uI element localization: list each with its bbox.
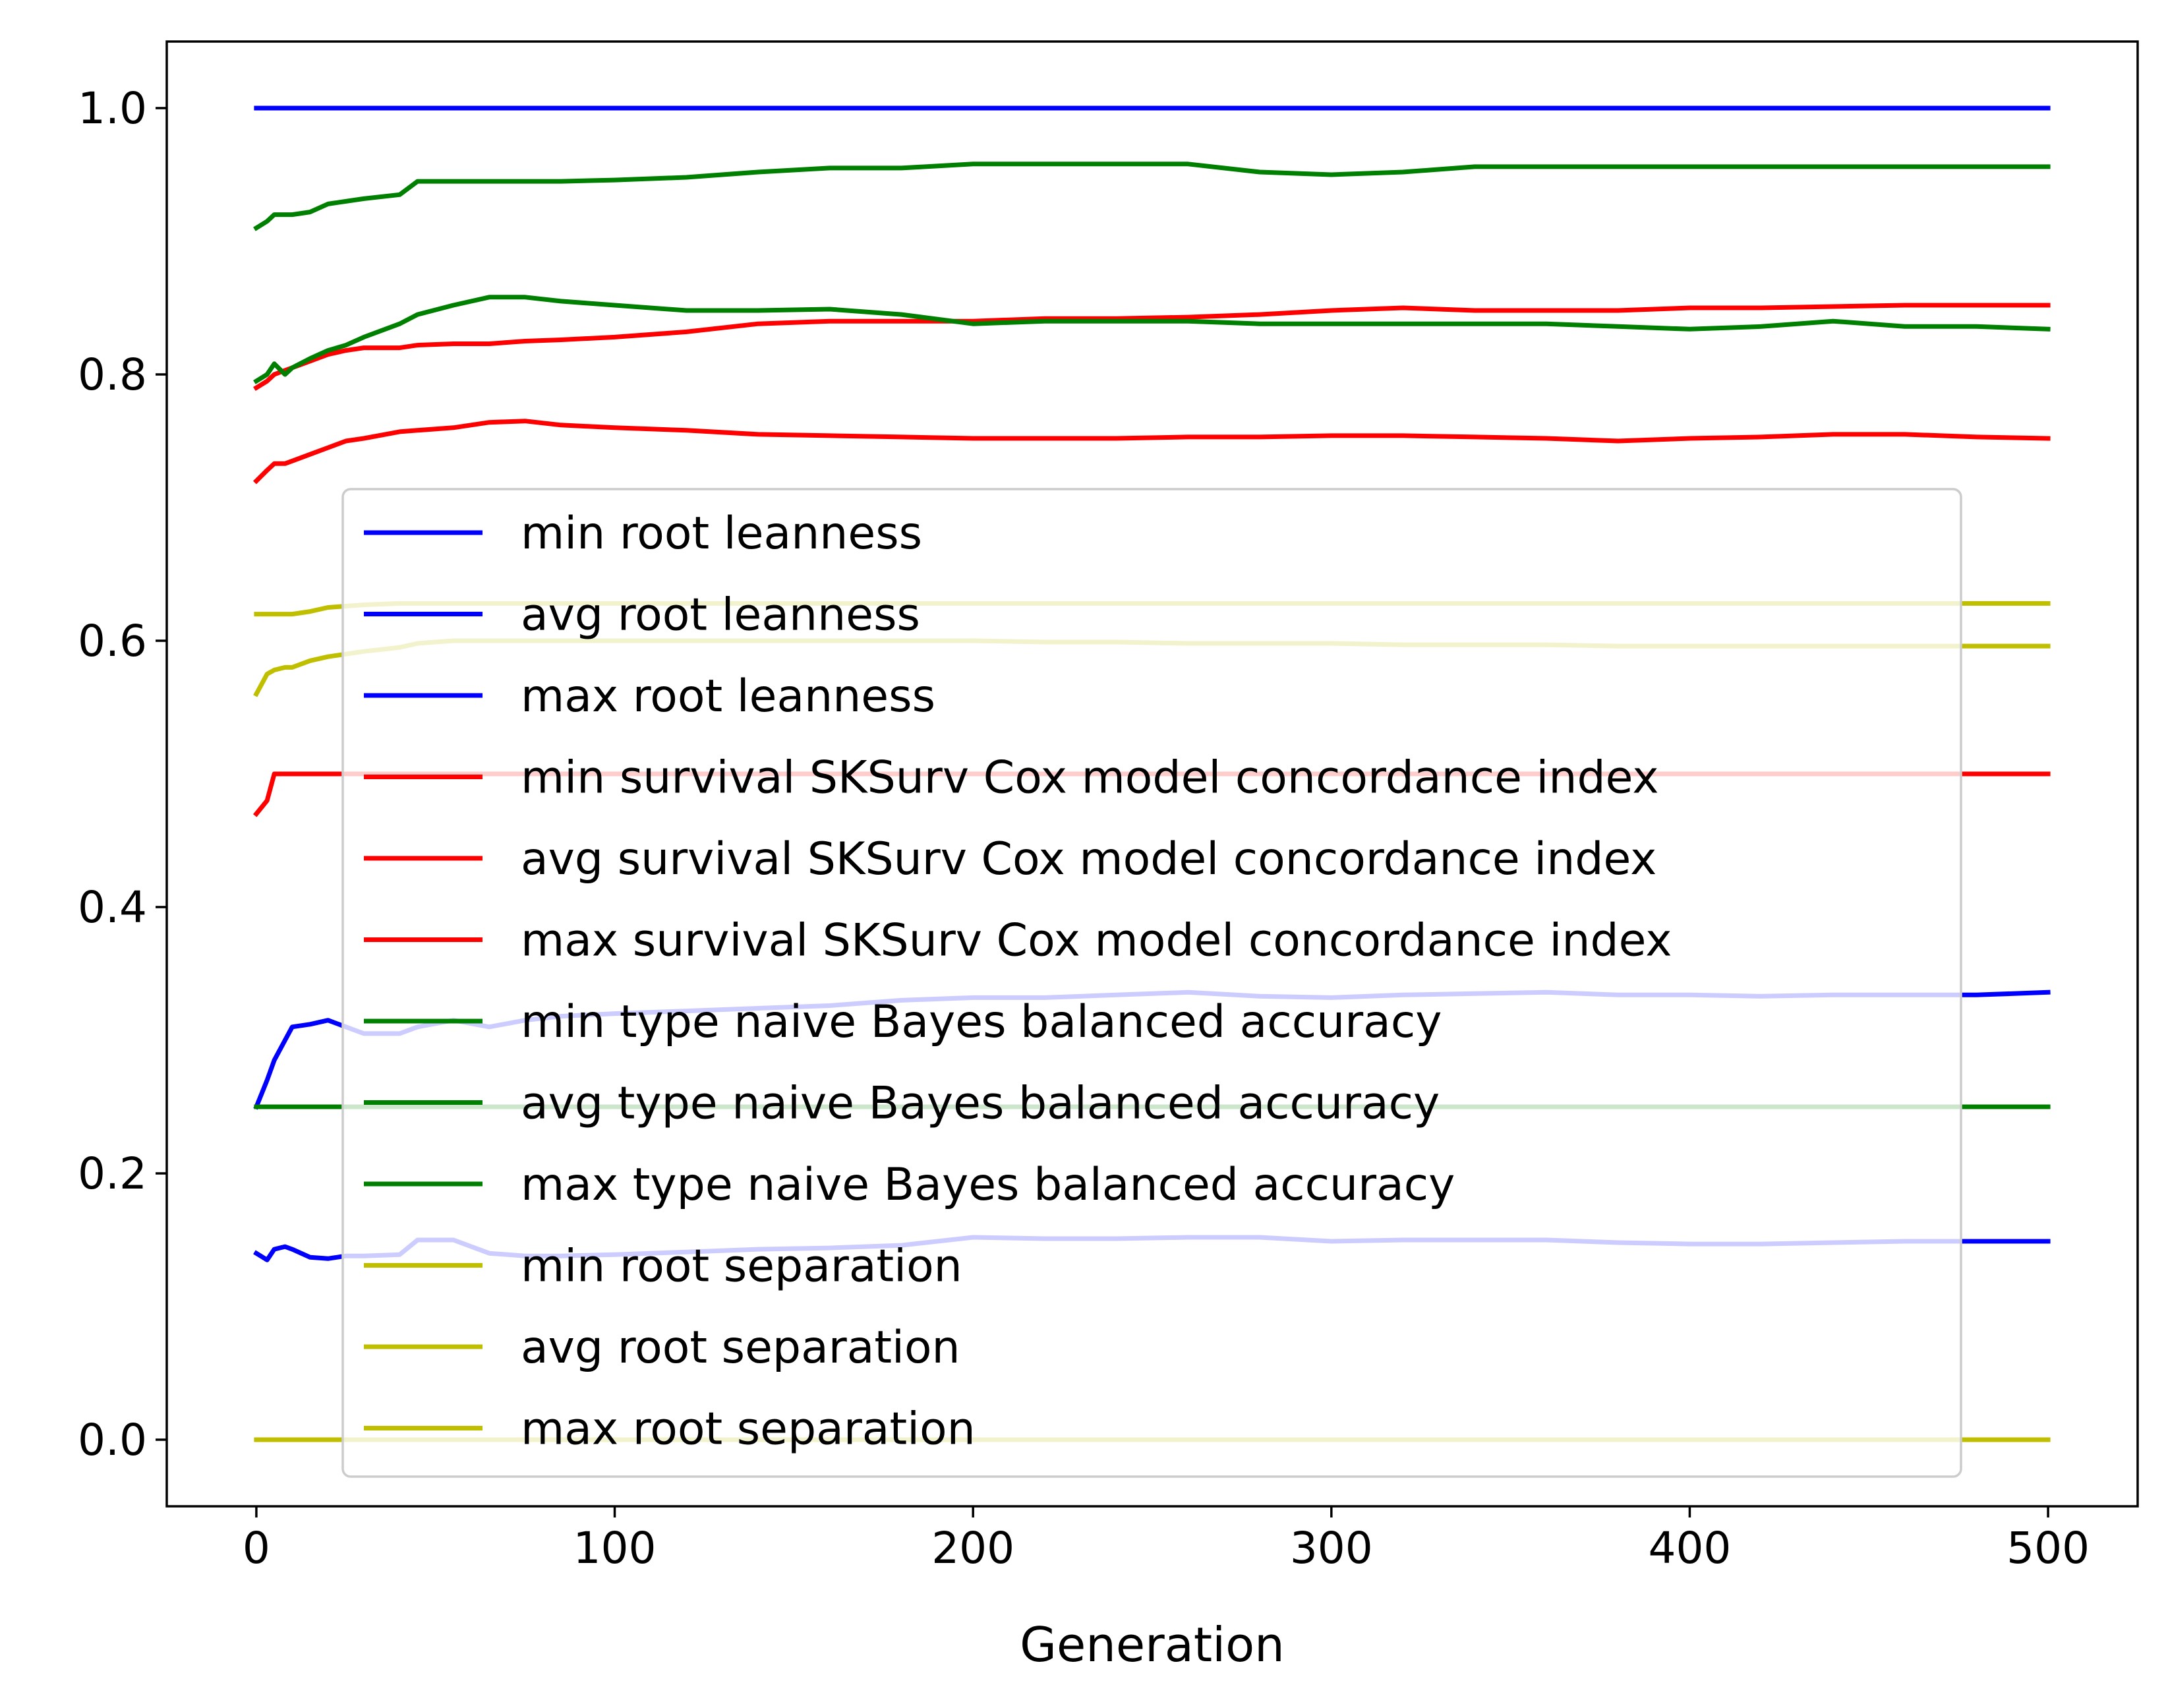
y-axis-ticks: 0.0 0.2 0.4 0.6 0.8 1.0: [78, 83, 167, 1465]
legend-entry-label: avg root separation: [521, 1322, 960, 1374]
series-line-7: [253, 295, 2051, 384]
legend-entry-label: min root separation: [521, 1241, 962, 1293]
legend-entry-label: min root leanness: [521, 508, 922, 560]
y-tick-label: 0.4: [78, 882, 147, 933]
legend: min root leanness avg root leanness max ro…: [341, 488, 1962, 1478]
y-tick-label: 1.0: [78, 83, 147, 134]
legend-entry-label: max survival SKSurv Cox model concordanc…: [521, 915, 1672, 967]
series-line-4: [252, 419, 2051, 485]
y-tick-label: 0.2: [78, 1148, 147, 1199]
x-axis-label: Generation: [1020, 1617, 1285, 1672]
plot-area-frame: [165, 40, 2139, 1508]
legend-entry-label: avg survival SKSurv Cox model concordanc…: [521, 833, 1656, 885]
series-line-8: [253, 162, 2051, 231]
legend-box: [341, 488, 1962, 1478]
x-axis-ticks: 0 100 200 300 400 500: [243, 1506, 2090, 1574]
legend-entry-label: avg type naive Bayes balanced accuracy: [521, 1078, 1440, 1130]
x-tick-label: 300: [1290, 1523, 1373, 1574]
x-tick-label: 0: [243, 1523, 270, 1574]
x-tick-label: 200: [931, 1523, 1014, 1574]
y-tick-label: 0.8: [78, 349, 147, 400]
x-tick-label: 400: [1648, 1523, 1731, 1574]
legend-entry-label: min survival SKSurv Cox model concordanc…: [521, 752, 1659, 804]
x-tick-label: 100: [573, 1523, 657, 1574]
legend-entry-label: avg root leanness: [521, 589, 920, 641]
series-line-5: [253, 303, 2051, 392]
legend-entry-label: max root separation: [521, 1403, 976, 1456]
legend-entry-label: min type naive Bayes balanced accuracy: [521, 996, 1442, 1048]
legend-entry-label: max root leanness: [521, 670, 935, 722]
x-tick-label: 500: [2006, 1523, 2090, 1574]
y-tick-label: 0.6: [78, 616, 147, 666]
y-tick-label: 0.0: [78, 1415, 147, 1465]
legend-entry-label: max type naive Bayes balanced accuracy: [521, 1159, 1455, 1211]
